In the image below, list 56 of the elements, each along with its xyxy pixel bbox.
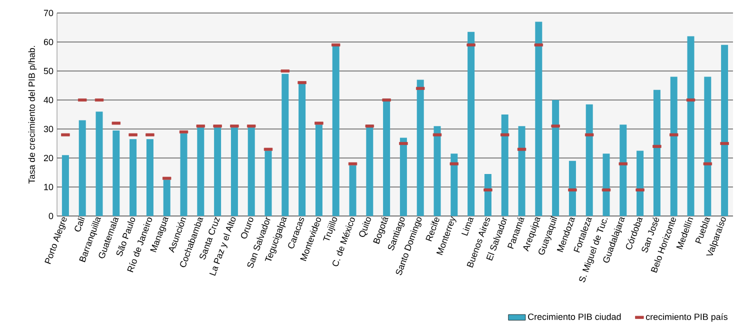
- bar: [704, 76, 712, 216]
- bar: [298, 82, 306, 216]
- bar: [282, 74, 289, 216]
- legend-label: crecimiento PIB país: [646, 313, 728, 322]
- y-axis-title: Tasa de crecimiento del PIB p/hab.: [28, 46, 37, 184]
- bar: [636, 150, 644, 216]
- bar: [78, 120, 86, 216]
- bar: [197, 128, 204, 216]
- bar: [130, 139, 137, 216]
- x-tick-label: San José: [642, 217, 660, 253]
- bar: [315, 124, 322, 216]
- bar: [180, 133, 188, 216]
- bar: [416, 80, 424, 216]
- x-tick-label: Lima: [461, 218, 474, 236]
- bar: [264, 150, 272, 216]
- bar: [434, 126, 441, 216]
- bar: [501, 114, 508, 216]
- bar: [721, 44, 728, 216]
- bar: [653, 90, 660, 216]
- y-tick-label: 50: [44, 68, 54, 74]
- bar: [602, 154, 610, 216]
- y-tick-label: 40: [44, 96, 54, 104]
- bar: [146, 139, 154, 216]
- y-tick-label: 20: [44, 154, 54, 162]
- x-tick-label: Oruro: [241, 217, 254, 239]
- y-tick-label: 30: [44, 126, 54, 132]
- bar: [552, 100, 560, 216]
- bar: [332, 44, 340, 216]
- y-tick-label: 0: [48, 212, 54, 220]
- legend-label: Crecimiento PIB ciudad: [528, 313, 621, 320]
- bar: [366, 124, 374, 216]
- bar: [620, 124, 627, 216]
- bar: [214, 128, 222, 216]
- y-tick-label: 70: [44, 10, 54, 16]
- y-tick-label: 10: [44, 184, 54, 190]
- bar: [518, 126, 526, 216]
- bar: [62, 155, 69, 216]
- bar: [670, 76, 678, 216]
- bar: [535, 22, 542, 216]
- bar: [383, 98, 390, 216]
- bar: [112, 130, 120, 216]
- x-tick-label: Quito: [359, 217, 371, 237]
- bar: [484, 174, 492, 216]
- y-tick-label: 60: [44, 38, 54, 46]
- bar: [568, 160, 576, 216]
- bar: [468, 32, 475, 216]
- bar: [96, 112, 103, 216]
- bar: [400, 138, 407, 216]
- bar: [230, 128, 238, 216]
- bar: [687, 36, 694, 216]
- bar: [349, 165, 356, 216]
- bar: [586, 104, 593, 216]
- bar: [450, 154, 458, 216]
- bar: [248, 128, 255, 216]
- x-tick-label: Trujillo: [322, 217, 338, 240]
- bar: [163, 180, 170, 216]
